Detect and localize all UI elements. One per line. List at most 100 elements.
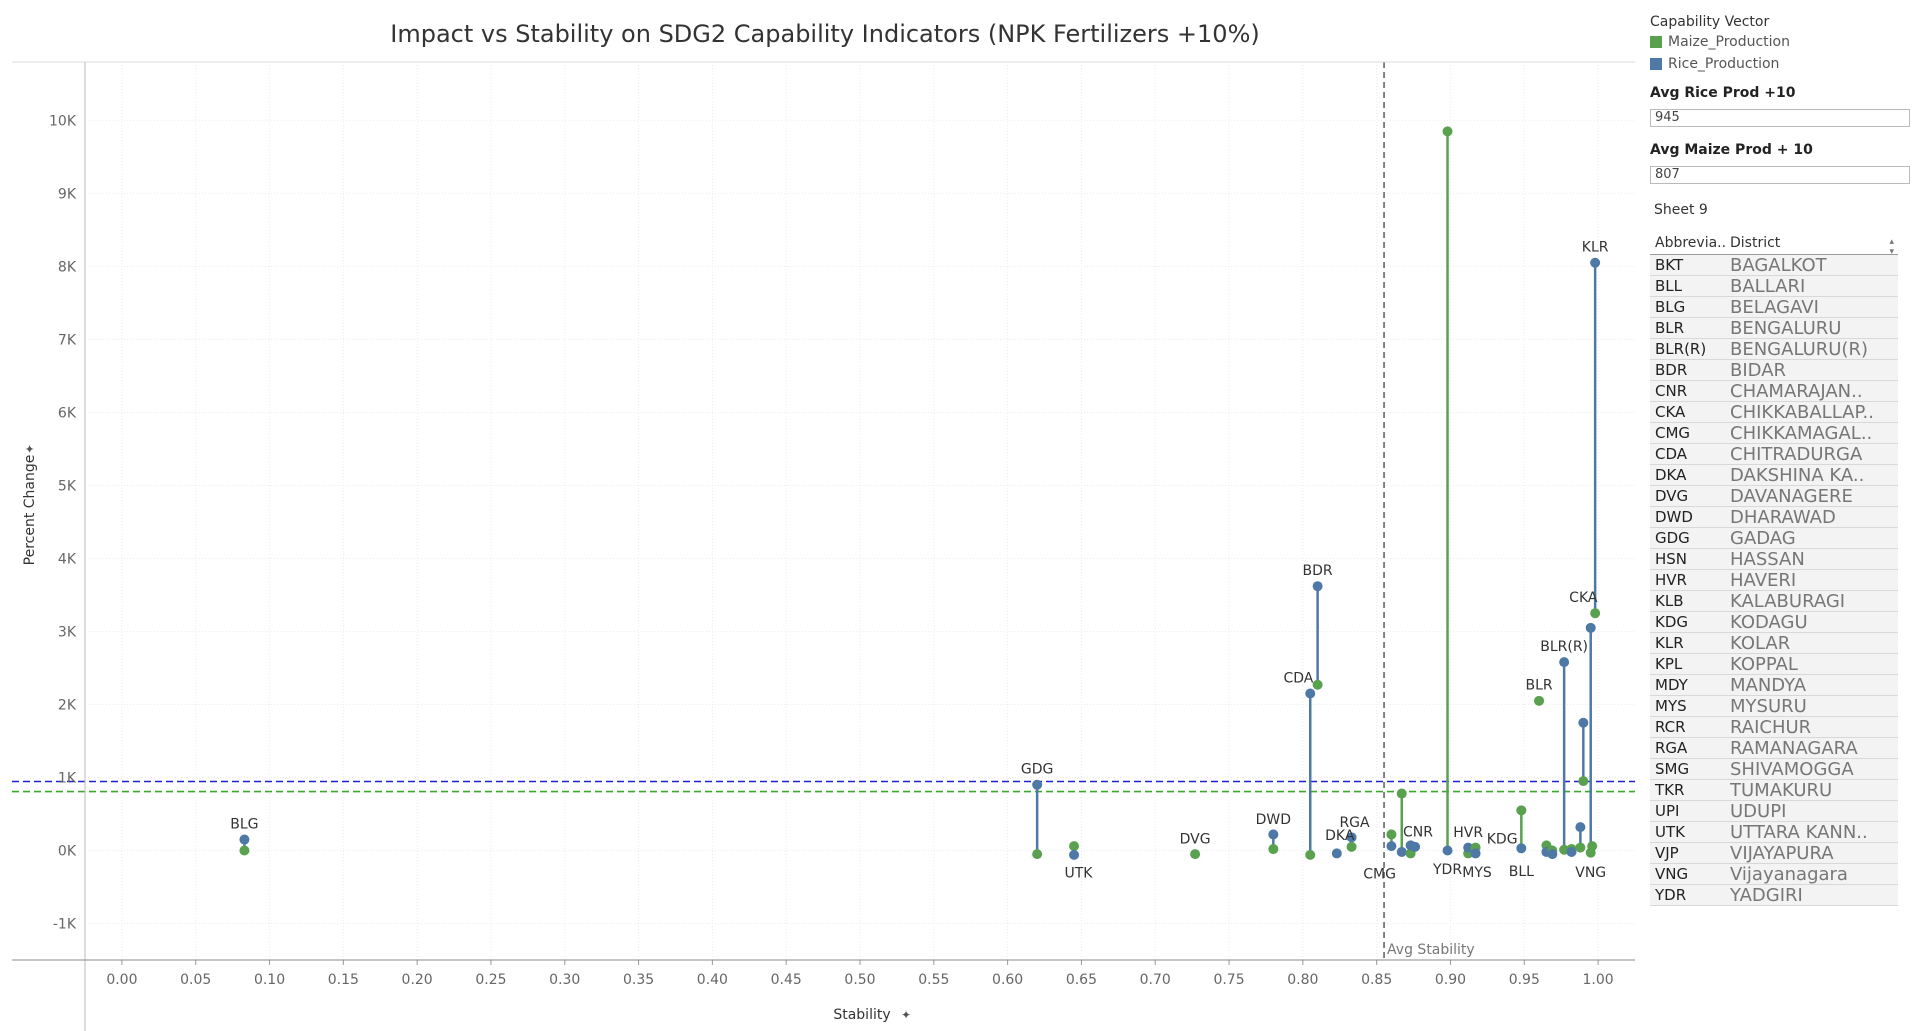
y-axis-title: Percent Change [22, 455, 38, 566]
rice-point[interactable] [1442, 845, 1453, 856]
table-row[interactable]: RCR RAICHUR [1650, 717, 1898, 738]
table-row[interactable]: KDG KODAGU [1650, 612, 1898, 633]
rice-point[interactable] [1463, 842, 1474, 853]
table-row[interactable]: RGA RAMANAGARA [1650, 738, 1898, 759]
maize-point[interactable] [1312, 679, 1323, 690]
rice-point[interactable] [1585, 622, 1596, 633]
table-row[interactable]: MDY MANDYA [1650, 675, 1898, 696]
table-row[interactable]: MYS MYSURU [1650, 696, 1898, 717]
table-row[interactable]: BLR(R) BENGALURU(R) [1650, 339, 1898, 360]
district-cell: DAKSHINA KA.. [1730, 464, 1865, 486]
table-row[interactable]: KLB KALABURAGI [1650, 591, 1898, 612]
table-row[interactable]: DVG DAVANAGERE [1650, 486, 1898, 507]
y-tick-label: 1K [58, 770, 77, 786]
abbreviation-cell: RCR [1655, 718, 1686, 736]
sidebar: Capability Vector Maize_Production Rice_… [1642, 0, 1912, 1031]
table-row[interactable]: HSN HASSAN [1650, 549, 1898, 570]
maize-point[interactable] [1516, 805, 1527, 816]
table-row[interactable]: CMG CHIKKAMAGAL.. [1650, 423, 1898, 444]
rice-point[interactable] [1312, 581, 1323, 592]
maize-point[interactable] [1069, 841, 1080, 852]
abbreviation-cell: RGA [1655, 739, 1688, 757]
rice-point[interactable] [1331, 848, 1342, 859]
rice-point[interactable] [1410, 841, 1421, 852]
x-tick-label: 0.85 [1361, 972, 1392, 988]
table-row[interactable]: DKA DAKSHINA KA.. [1650, 465, 1898, 486]
maize-point[interactable] [1590, 608, 1601, 619]
rice-point[interactable] [1575, 822, 1586, 833]
table-row[interactable]: BLR BENGALURU [1650, 318, 1898, 339]
column-header-district[interactable]: District [1730, 235, 1781, 251]
y-axis-pin-icon[interactable]: ✦ [23, 444, 37, 454]
point-label: UTK [1064, 866, 1093, 882]
table-row[interactable]: CDA CHITRADURGA [1650, 444, 1898, 465]
rice-swatch-icon [1650, 58, 1662, 70]
rice-point[interactable] [1386, 841, 1397, 852]
rice-point[interactable] [1305, 688, 1316, 699]
table-row[interactable]: YDR YADGIRI [1650, 885, 1898, 906]
chart-axes: 0.00 0.05 0.10 0.15 0.20 0.25 0.30 0.35 0.40 0.45… [12, 61, 1635, 1031]
abbreviation-cell: DVG [1655, 487, 1689, 505]
maize-point[interactable] [1587, 841, 1598, 852]
abbreviation-cell: TKR [1655, 781, 1685, 799]
legend-item-rice[interactable]: Rice_Production [1650, 56, 1779, 72]
table-row[interactable]: VNG Vijayanagara [1650, 864, 1898, 885]
rice-point[interactable] [1069, 849, 1080, 860]
table-row[interactable]: DWD DHARAWAD [1650, 507, 1898, 528]
rice-point[interactable] [1516, 843, 1527, 854]
table-row[interactable]: VJP VIJAYAPURA [1650, 843, 1898, 864]
x-axis-pin-icon[interactable]: ✦ [901, 1008, 911, 1022]
column-header-abbreviation[interactable]: Abbrevia.. [1655, 235, 1727, 251]
rice-point[interactable] [239, 834, 250, 845]
table-row[interactable]: HVR HAVERI [1650, 570, 1898, 591]
rice-point[interactable] [1346, 832, 1357, 843]
maize-point[interactable] [239, 845, 250, 856]
rice-point[interactable] [1566, 846, 1577, 857]
maize-point[interactable] [1268, 844, 1279, 855]
maize-point[interactable] [1578, 776, 1589, 787]
table-row[interactable]: BLG BELAGAVI [1650, 297, 1898, 318]
table-row[interactable]: CKA CHIKKABALLAP.. [1650, 402, 1898, 423]
avg-rice-param-input[interactable]: 945 [1650, 109, 1910, 127]
maize-point[interactable] [1346, 841, 1357, 852]
legend-item-maize[interactable]: Maize_Production [1650, 34, 1790, 50]
abbreviation-cell: KPL [1655, 655, 1683, 673]
rice-point[interactable] [1032, 779, 1043, 790]
maize-point[interactable] [1386, 829, 1397, 840]
rice-point[interactable] [1547, 849, 1558, 860]
maize-point[interactable] [1190, 849, 1201, 860]
y-tick-label: 9K [58, 186, 77, 202]
legend-title: Capability Vector [1650, 14, 1770, 30]
table-row[interactable]: UPI UDUPI [1650, 801, 1898, 822]
sort-icon[interactable]: ▴ ▾ [1889, 237, 1894, 257]
district-cell: CHIKKAMAGAL.. [1730, 422, 1873, 444]
maize-point[interactable] [1305, 849, 1316, 860]
avg-maize-param-input[interactable]: 807 [1650, 166, 1910, 184]
table-row[interactable]: SMG SHIVAMOGGA [1650, 759, 1898, 780]
rice-point[interactable] [1470, 848, 1481, 859]
rice-point[interactable] [1559, 657, 1570, 668]
district-cell: BIDAR [1730, 359, 1787, 381]
table-row[interactable]: BLL BALLARI [1650, 276, 1898, 297]
table-row[interactable]: BKT BAGALKOT [1650, 255, 1898, 276]
table-row[interactable]: CNR CHAMARAJAN.. [1650, 381, 1898, 402]
maize-point[interactable] [1442, 126, 1453, 137]
x-tick-label: 0.15 [328, 972, 359, 988]
maize-point[interactable] [1575, 842, 1586, 853]
table-row[interactable]: UTK UTTARA KANN.. [1650, 822, 1898, 843]
district-cell: YADGIRI [1730, 884, 1803, 906]
maize-point[interactable] [1534, 695, 1545, 706]
rice-point[interactable] [1590, 257, 1601, 268]
table-row[interactable]: GDG GADAG [1650, 528, 1898, 549]
rice-point[interactable] [1578, 717, 1589, 728]
table-row[interactable]: BDR BIDAR [1650, 360, 1898, 381]
maize-point[interactable] [1396, 788, 1407, 799]
rice-point[interactable] [1396, 846, 1407, 857]
table-row[interactable]: KPL KOPPAL [1650, 654, 1898, 675]
maize-point[interactable] [1032, 849, 1043, 860]
data-points[interactable] [239, 126, 1601, 860]
rice-point[interactable] [1268, 829, 1279, 840]
table-row[interactable]: TKR TUMAKURU [1650, 780, 1898, 801]
table-row[interactable]: KLR KOLAR [1650, 633, 1898, 654]
y-tick-label: 7K [58, 332, 77, 348]
